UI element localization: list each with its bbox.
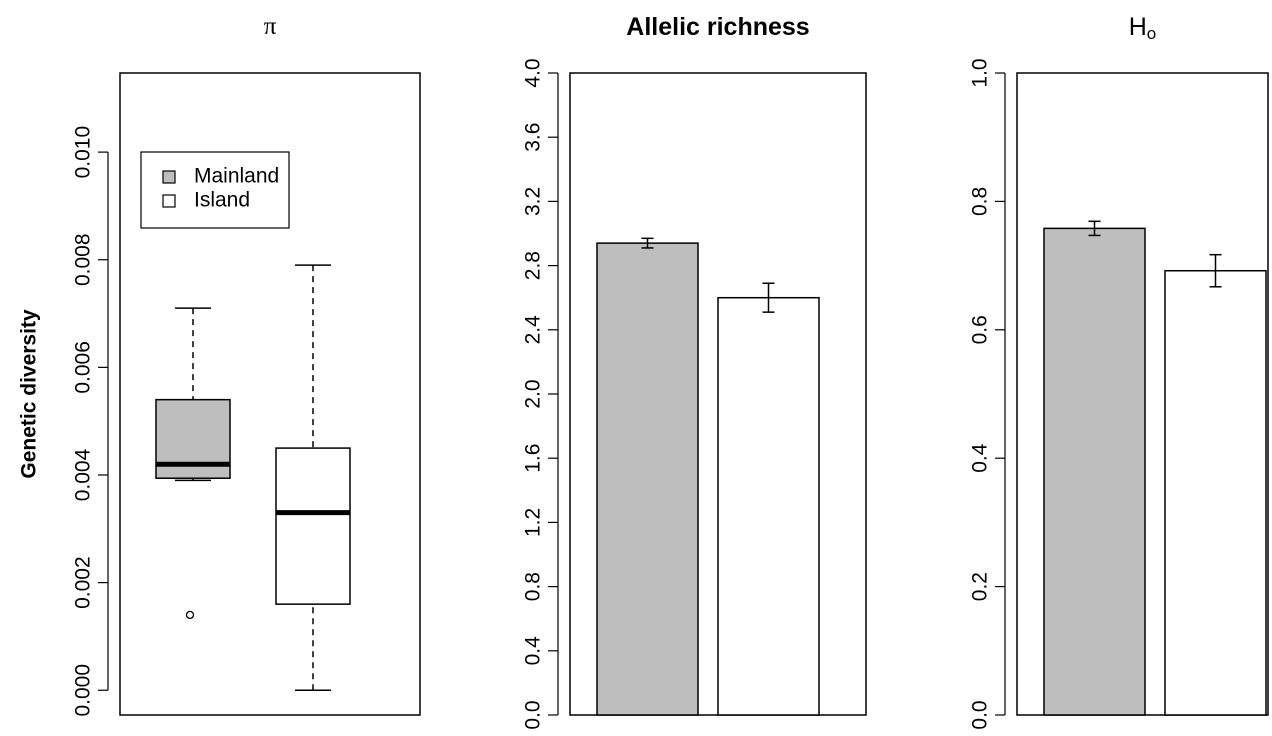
y-tick-label: 4.0 xyxy=(522,58,545,87)
y-tick-label: 0.2 xyxy=(969,572,992,601)
y-tick-label: 0.004 xyxy=(72,448,95,501)
title-text: π xyxy=(264,13,277,40)
legend-swatch xyxy=(162,170,176,184)
y-tick-label: 2.4 xyxy=(522,315,545,345)
legend-swatch xyxy=(162,194,176,208)
y-tick-label: 0.008 xyxy=(72,233,95,286)
y-tick-label: 0.002 xyxy=(72,556,95,609)
plot-frame xyxy=(119,72,421,716)
bar xyxy=(717,296,820,716)
y-tick-label: 0.006 xyxy=(72,341,95,394)
bar xyxy=(596,242,699,716)
chart-title: π xyxy=(264,13,277,40)
y-tick-label: 2.8 xyxy=(522,251,545,280)
y-tick-label: 1.6 xyxy=(522,444,545,473)
title-text: Allelic richness xyxy=(626,13,809,41)
bar xyxy=(1164,269,1267,716)
y-tick-label: 1.0 xyxy=(969,58,992,87)
legend-frame xyxy=(140,151,290,229)
chart-title: Ho xyxy=(1129,13,1157,44)
y-tick-label: 3.2 xyxy=(522,187,545,216)
chart-title: Allelic richness xyxy=(626,13,809,41)
y-tick-label: 1.2 xyxy=(522,508,545,537)
y-axis-label: Genetic diversity xyxy=(18,309,41,479)
y-tick-label: 0.8 xyxy=(969,187,992,216)
title-subscript: o xyxy=(1147,24,1156,43)
y-tick-label: 0.0 xyxy=(969,700,992,729)
y-tick-label: 0.6 xyxy=(969,315,992,344)
y-tick-label: 0.8 xyxy=(522,572,545,601)
y-tick-label: 0.0 xyxy=(522,700,545,729)
y-tick-label: 0.4 xyxy=(969,443,992,473)
outlier xyxy=(185,610,195,620)
bar xyxy=(1043,227,1146,716)
y-tick-label: 0.010 xyxy=(72,126,95,179)
y-tick-label: 0.000 xyxy=(72,664,95,717)
y-tick-label: 2.0 xyxy=(522,379,545,408)
legend-label: Mainland xyxy=(194,165,279,188)
y-tick-label: 3.6 xyxy=(522,123,545,152)
legend-label: Island xyxy=(194,189,250,212)
y-tick-label: 0.4 xyxy=(522,636,545,666)
title-text: H xyxy=(1129,13,1147,41)
box xyxy=(275,447,351,605)
